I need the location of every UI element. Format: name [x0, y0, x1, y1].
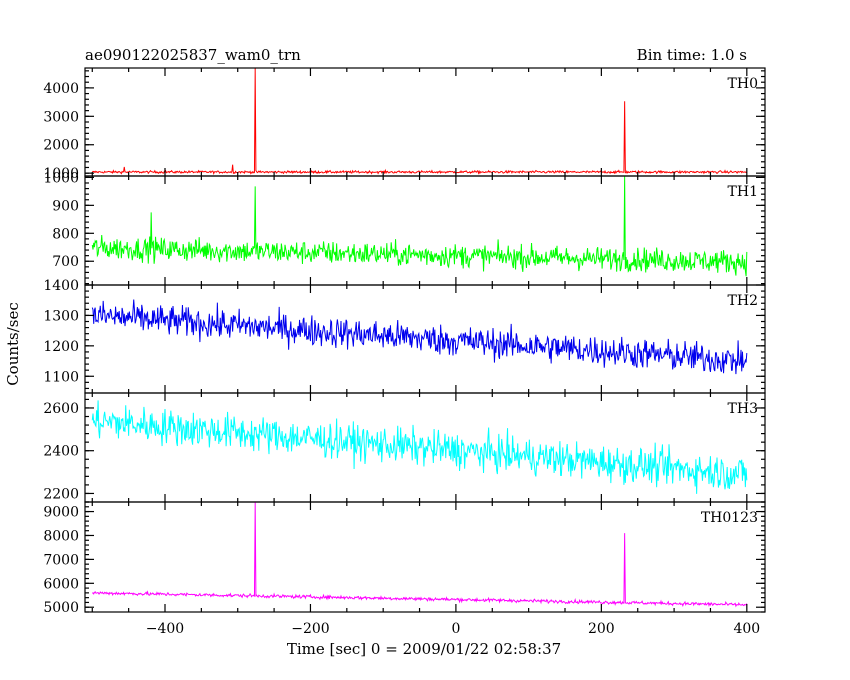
bin-time-label: Bin time: 1.0 s	[637, 46, 747, 64]
series-line-th0	[92, 68, 748, 175]
y-tick-label: 2400	[43, 444, 79, 460]
x-tick-label: 400	[733, 621, 760, 637]
y-tick-label: 1100	[43, 369, 79, 385]
series-line-th3	[91, 400, 748, 494]
chart-title: ae090122025837_wam0_trn	[85, 46, 301, 64]
y-tick-label: 1000	[43, 170, 79, 186]
series-line-th0123	[91, 502, 748, 608]
y-tick-label: 2000	[43, 138, 79, 154]
x-axis-label: Time [sec] 0 = 2009/01/22 02:58:37	[287, 640, 561, 658]
panel-frame-th0123	[84, 501, 766, 613]
y-tick-label: 7000	[43, 552, 79, 568]
x-tick-label: −400	[146, 621, 184, 637]
x-tick-label: 0	[451, 621, 460, 637]
y-tick-label: 9000	[43, 505, 79, 521]
y-tick-label: 2200	[43, 486, 79, 502]
y-tick-label: 3000	[43, 109, 79, 125]
y-tick-label: 8000	[43, 528, 79, 544]
series-line-th2	[91, 299, 748, 375]
y-tick-label: 2600	[43, 401, 79, 417]
y-tick-label: 900	[52, 198, 79, 214]
panel-frame-th0	[84, 67, 766, 177]
x-tick-label: 200	[588, 621, 615, 637]
y-axis-label: Counts/sec	[4, 302, 22, 386]
panel-label-th0: TH0	[728, 76, 758, 92]
y-tick-label: 700	[52, 254, 79, 270]
y-tick-label: 800	[52, 226, 79, 242]
y-tick-label: 5000	[43, 600, 79, 616]
y-tick-label: 1000	[43, 166, 79, 182]
panel-frame-th2	[84, 284, 766, 394]
y-tick-label: 1300	[43, 308, 79, 324]
y-tick-label: 6000	[43, 576, 79, 592]
y-tick-label: 1400	[43, 278, 79, 294]
panel-label-th0123: TH0123	[701, 510, 758, 526]
panel-frame-th1	[84, 175, 766, 286]
panel-label-th2: TH2	[728, 293, 758, 309]
y-tick-label: 1200	[43, 339, 79, 355]
panel-label-th3: TH3	[728, 401, 758, 417]
x-tick-label: −200	[291, 621, 329, 637]
y-tick-label: 4000	[43, 81, 79, 97]
panel-label-th1: TH1	[728, 184, 758, 200]
series-line-th1	[91, 176, 748, 277]
